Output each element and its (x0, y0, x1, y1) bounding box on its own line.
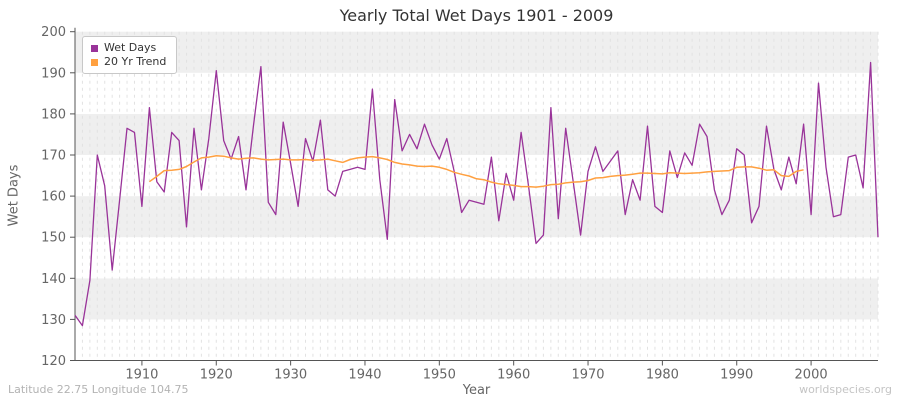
y-axis-tick-label: 150 (41, 231, 66, 246)
trend-swatch-icon (91, 58, 98, 66)
x-axis-tick-label: 1940 (348, 368, 381, 383)
footer-watermark: worldspecies.org (799, 383, 892, 396)
legend-item-20yr-trend: 20 Yr Trend (91, 55, 166, 69)
series-line-wet-days (74, 61, 879, 327)
y-axis-tick-label: 160 (41, 190, 66, 205)
wet-days-swatch-icon (91, 44, 98, 52)
chart-title: Yearly Total Wet Days 1901 - 2009 (339, 6, 614, 25)
x-axis-title: Year (462, 383, 491, 398)
x-axis-tick-label: 1910 (125, 368, 158, 383)
x-axis-tick-label: 1980 (646, 368, 679, 383)
y-axis-tick-label: 180 (41, 107, 66, 122)
x-axis-tick-label: 1920 (200, 368, 233, 383)
x-axis-tick-label: 1990 (720, 368, 753, 383)
x-axis-tick-label: 2000 (795, 368, 828, 383)
y-axis-tick-label: 140 (41, 272, 66, 287)
y-axis-tick-label: 200 (41, 25, 66, 40)
plot-band-gray (75, 113, 878, 155)
legend-label-20yr-trend: 20 Yr Trend (104, 55, 167, 68)
series-line-20-yr-trend (148, 155, 804, 188)
x-axis-tick-label: 1960 (497, 368, 530, 383)
footer-coordinates: Latitude 22.75 Longitude 104.75 (8, 383, 189, 396)
y-axis-tick-label: 120 (41, 354, 66, 369)
x-axis-tick-label: 1970 (571, 368, 604, 383)
y-axis-tick-label: 170 (41, 149, 66, 164)
legend: Wet Days 20 Yr Trend (82, 36, 178, 74)
plot-band-gray (75, 31, 878, 73)
legend-label-wet-days: Wet Days (104, 41, 157, 54)
y-axis-title: Wet Days (6, 164, 22, 227)
y-axis-tick-label: 130 (41, 313, 66, 328)
y-axis-tick-label: 190 (41, 66, 66, 81)
plot-band-white (75, 155, 878, 197)
legend-item-wet-days: Wet Days (91, 41, 166, 55)
x-axis-tick-label: 1950 (423, 368, 456, 383)
plot-band-white (75, 72, 878, 114)
x-axis-tick-label: 1930 (274, 368, 307, 383)
